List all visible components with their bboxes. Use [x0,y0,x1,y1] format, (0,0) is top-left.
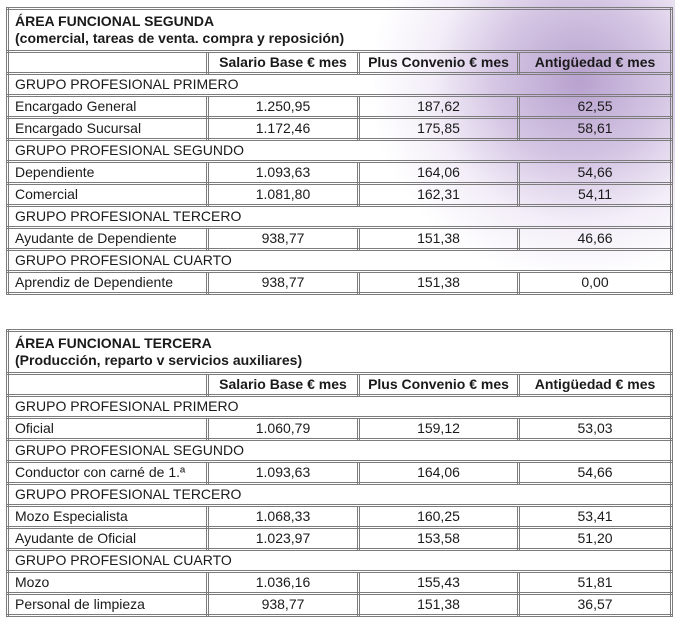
salario-base-value: 1.172,46 [206,116,360,141]
salario-base-value: 1.060,79 [206,416,360,441]
antiguedad-value: 36,57 [516,592,674,617]
table-row: Encargado Sucursal 1.172,46 175,85 58,61 [6,116,674,141]
salario-base-value: 1.250,95 [206,94,360,119]
salario-base-value: 1.093,63 [206,460,360,485]
job-title: Mozo Especialista [6,504,209,529]
group-name: GRUPO PROFESIONAL PRIMERO [5,394,674,419]
column-header: Antigüedad € mes [516,372,674,397]
salary-table-area-tercera: ÁREA FUNCIONAL TERCERA (Producción, repar… [5,329,674,617]
header-row: Salario Base € mes Plus Convenio € mes Ant… [6,372,674,397]
column-header: Plus Convenio € mes [357,50,520,75]
job-title: Comercial [6,182,209,207]
job-title: Oficial [6,416,209,441]
job-title: Encargado Sucursal [6,116,209,141]
antiguedad-value: 53,03 [516,416,674,441]
table-row: Dependiente 1.093,63 164,06 54,66 [6,160,674,185]
area-subtitle: (comercial, tareas de venta. compra y re… [15,30,345,46]
header-empty [6,50,209,75]
plus-convenio-value: 164,06 [357,460,520,485]
group-name: GRUPO PROFESIONAL TERCERO [5,482,674,507]
salario-base-value: 938,77 [206,226,360,251]
header-empty [6,372,209,397]
salario-base-value: 1.068,33 [206,504,360,529]
salario-base-value: 1.036,16 [206,570,360,595]
job-title: Conductor con carné de 1.ª [6,460,209,485]
antiguedad-value: 54,66 [516,160,674,185]
table-title: ÁREA FUNCIONAL TERCERA (Producción, repar… [5,329,674,375]
group-name: GRUPO PROFESIONAL SEGUNDO [5,138,674,163]
table-row: Personal de limpieza 938,77 151,38 36,57 [6,592,674,617]
job-title: Personal de limpieza [6,592,209,617]
job-title: Ayudante de Dependiente [6,226,209,251]
salario-base-value: 1.093,63 [206,160,360,185]
plus-convenio-value: 160,25 [357,504,520,529]
salario-base-value: 938,77 [206,592,360,617]
table-row: Encargado General 1.250,95 187,62 62,55 [6,94,674,119]
antiguedad-value: 62,55 [516,94,674,119]
job-title: Aprendiz de Dependiente [6,270,209,295]
group-row: GRUPO PROFESIONAL SEGUNDO [5,438,674,463]
antiguedad-value: 53,41 [516,504,674,529]
area-subtitle: (Producción, reparto v servicios auxilia… [15,352,303,368]
plus-convenio-value: 151,38 [357,270,520,295]
column-header: Antigüedad € mes [516,50,674,75]
group-name: GRUPO PROFESIONAL TERCERO [5,204,674,229]
antiguedad-value: 51,20 [516,526,674,551]
plus-convenio-value: 155,43 [357,570,520,595]
table-row: Comercial 1.081,80 162,31 54,11 [6,182,674,207]
plus-convenio-value: 153,58 [357,526,520,551]
area-title: ÁREA FUNCIONAL SEGUNDA [15,13,215,29]
table-title: ÁREA FUNCIONAL SEGUNDA (comercial, tareas… [5,7,674,53]
group-name: GRUPO PROFESIONAL CUARTO [5,248,674,273]
table-row: Mozo Especialista 1.068,33 160,25 53,41 [6,504,674,529]
job-title: Ayudante de Oficial [6,526,209,551]
column-header: Plus Convenio € mes [357,372,520,397]
job-title: Mozo [6,570,209,595]
plus-convenio-value: 151,38 [357,226,520,251]
column-header: Salario Base € mes [206,50,360,75]
antiguedad-value: 54,66 [516,460,674,485]
group-name: GRUPO PROFESIONAL PRIMERO [5,72,674,97]
group-row: GRUPO PROFESIONAL PRIMERO [5,72,674,97]
plus-convenio-value: 159,12 [357,416,520,441]
plus-convenio-value: 151,38 [357,592,520,617]
salario-base-value: 938,77 [206,270,360,295]
header-row: Salario Base € mes Plus Convenio € mes Ant… [6,50,674,75]
plus-convenio-value: 187,62 [357,94,520,119]
group-name: GRUPO PROFESIONAL CUARTO [5,548,674,573]
group-name: GRUPO PROFESIONAL SEGUNDO [5,438,674,463]
group-row: GRUPO PROFESIONAL TERCERO [5,204,674,229]
antiguedad-value: 46,66 [516,226,674,251]
plus-convenio-value: 175,85 [357,116,520,141]
job-title: Encargado General [6,94,209,119]
table-row: Ayudante de Oficial 1.023,97 153,58 51,20 [6,526,674,551]
group-row: GRUPO PROFESIONAL CUARTO [5,548,674,573]
table-row: Aprendiz de Dependiente 938,77 151,38 0,00 [6,270,674,295]
plus-convenio-value: 162,31 [357,182,520,207]
table-row: Oficial 1.060,79 159,12 53,03 [6,416,674,441]
job-title: Dependiente [6,160,209,185]
table-row: Conductor con carné de 1.ª 1.093,63 164,06… [6,460,674,485]
group-row: GRUPO PROFESIONAL TERCERO [5,482,674,507]
table-row: Mozo 1.036,16 155,43 51,81 [6,570,674,595]
antiguedad-value: 58,61 [516,116,674,141]
area-title: ÁREA FUNCIONAL TERCERA [15,335,212,351]
plus-convenio-value: 164,06 [357,160,520,185]
antiguedad-value: 54,11 [516,182,674,207]
salary-table-area-segunda: ÁREA FUNCIONAL SEGUNDA (comercial, tareas… [5,7,674,295]
group-row: GRUPO PROFESIONAL SEGUNDO [5,138,674,163]
table-row: Ayudante de Dependiente 938,77 151,38 46,66 [6,226,674,251]
antiguedad-value: 51,81 [516,570,674,595]
group-row: GRUPO PROFESIONAL PRIMERO [5,394,674,419]
salario-base-value: 1.081,80 [206,182,360,207]
column-header: Salario Base € mes [206,372,360,397]
group-row: GRUPO PROFESIONAL CUARTO [5,248,674,273]
salario-base-value: 1.023,97 [206,526,360,551]
antiguedad-value: 0,00 [516,270,674,295]
